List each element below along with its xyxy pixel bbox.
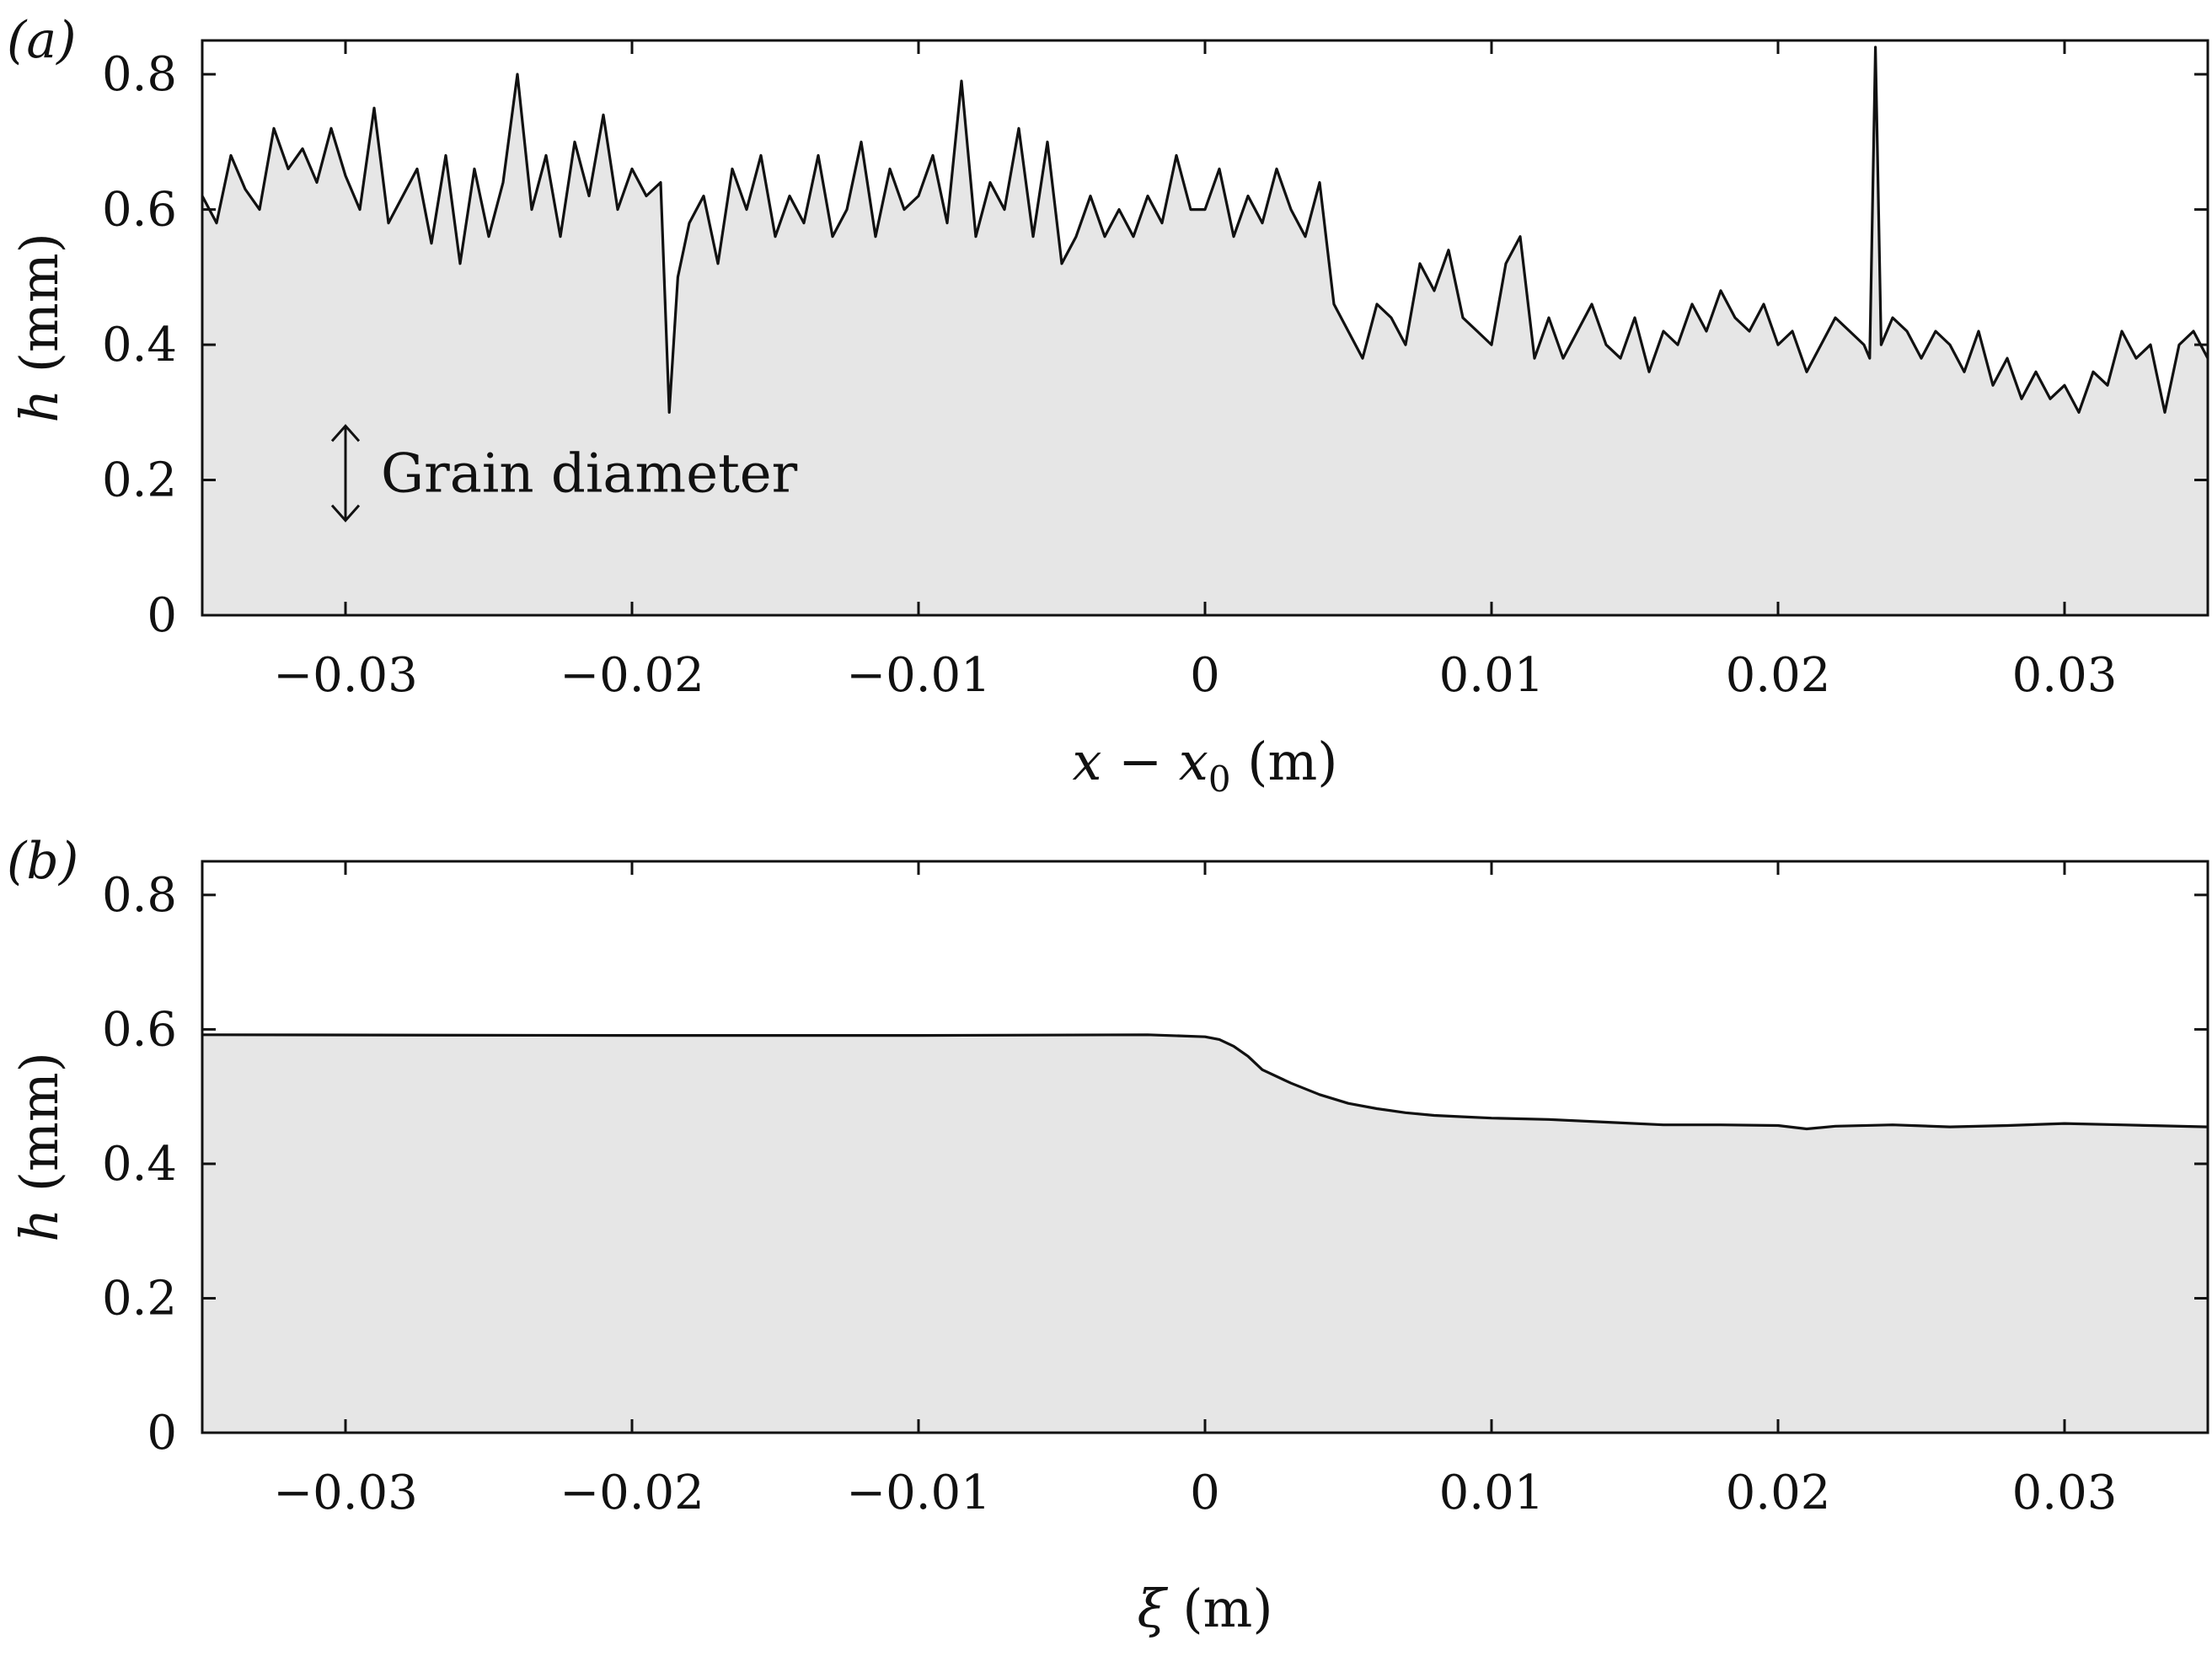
x-tick-label: −0.03 <box>273 648 418 703</box>
x-tick-label: 0.03 <box>2012 648 2118 703</box>
y-tick-label: 0.8 <box>102 868 177 923</box>
x-axis-title: x − x0 (m) <box>1073 731 1338 800</box>
y-tick-label: 0 <box>147 588 177 643</box>
panel-label: (b) <box>7 832 78 891</box>
height-profile-fill <box>202 47 2208 615</box>
x-tick-label: 0.01 <box>1439 648 1545 703</box>
y-axis-title: h (mm) <box>8 233 70 423</box>
y-tick-label: 0.2 <box>102 1271 177 1326</box>
panel-b: −0.03 −0.02 −0.01 0 0.01 0.02 0.03 0 0.2 0.4 0.6 0.… <box>7 832 2209 1639</box>
y-axis-title: h (mm) <box>8 1052 70 1242</box>
x-tick-label: −0.03 <box>273 1466 418 1520</box>
height-profile-fill <box>202 1034 2208 1433</box>
x-tick-label: 0 <box>1190 648 1220 703</box>
x-tick-label: −0.01 <box>846 1466 991 1520</box>
x-tick-label: 0.03 <box>2012 1466 2118 1520</box>
y-tick-label: 0.8 <box>102 47 177 102</box>
x-tick-label: −0.01 <box>846 648 991 703</box>
x-tick-label: 0.02 <box>1726 648 1831 703</box>
panel-a: −0.03 −0.02 −0.01 0 0.01 0.02 0.03 0 0.2 0.4 0.6 0.… <box>7 11 2209 800</box>
x-tick-label: −0.02 <box>560 648 704 703</box>
x-tick-label: 0.01 <box>1439 1466 1545 1520</box>
x-tick-label: −0.02 <box>560 1466 704 1520</box>
grain-diameter-arrow-icon <box>330 424 361 523</box>
y-tick-label: 0.6 <box>102 183 177 238</box>
y-tick-label: 0.4 <box>102 1137 177 1192</box>
height-profile-line <box>201 46 2209 414</box>
y-tick-label: 0.2 <box>102 453 177 508</box>
grain-diameter-label: Grain diameter <box>381 443 798 506</box>
x-tick-label: 0.02 <box>1726 1466 1831 1520</box>
x-axis-title: ξ (m) <box>1137 1578 1272 1639</box>
x-tick-label: 0 <box>1190 1466 1220 1520</box>
y-tick-label: 0.4 <box>102 318 177 373</box>
y-tick-label: 0.6 <box>102 1002 177 1057</box>
y-tick-label: 0 <box>147 1406 177 1461</box>
panel-label: (a) <box>7 11 77 70</box>
height-profile-line <box>201 1033 2209 1131</box>
